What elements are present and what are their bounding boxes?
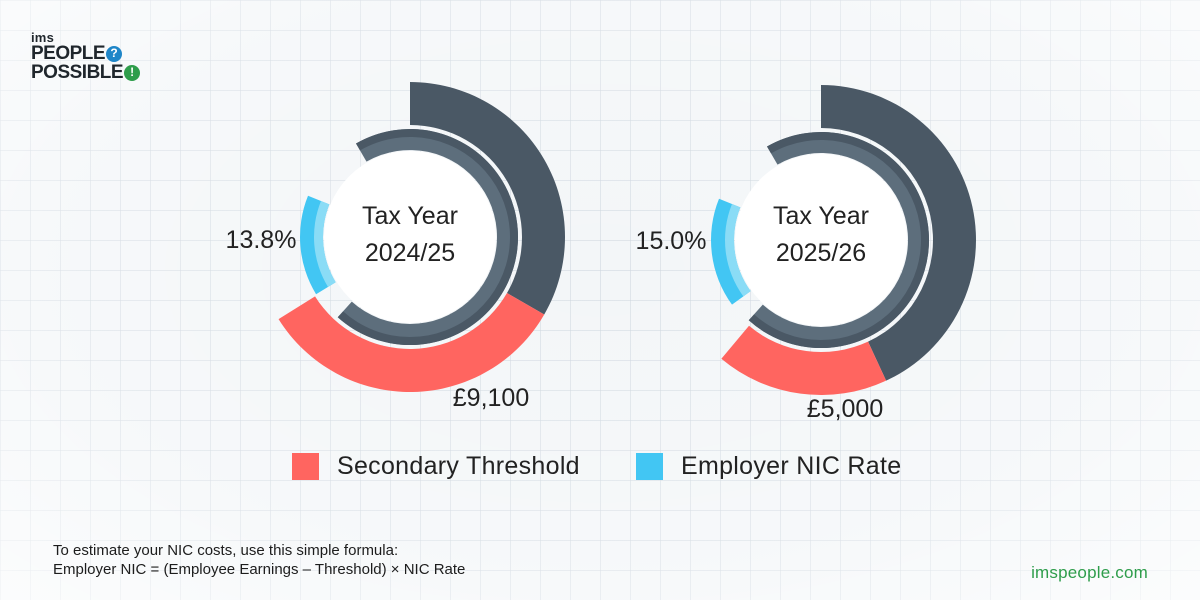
donut-center: [735, 154, 907, 326]
logo-people-text: PEOPLE: [31, 43, 106, 64]
formula-intro: To estimate your NIC costs, use this sim…: [53, 542, 399, 559]
outer-track-arc: [821, 85, 976, 381]
threshold-data-label: £5,000: [807, 395, 883, 423]
donut-title-line2: 2025/26: [776, 239, 866, 267]
outer-track-arc: [410, 82, 565, 315]
rate-arc-highlight: [725, 204, 751, 297]
legend-label-threshold: Secondary Threshold: [337, 452, 580, 480]
donut-chart-2: Tax Year 2025/26 15.0% £5,000: [636, 85, 976, 423]
legend-item-employer-nic-rate: Employer NIC Rate: [636, 452, 901, 481]
rate-arc-highlight: [314, 201, 336, 287]
logo-line-people: PEOPLE ?: [31, 44, 140, 63]
legend-swatch-rate: [636, 453, 663, 480]
donut-center: [324, 151, 496, 323]
logo-ims-text: ims: [31, 30, 55, 45]
formula-note: To estimate your NIC costs, use this sim…: [53, 541, 465, 579]
donut-chart-1: Tax Year 2024/25 13.8% £9,100: [226, 82, 565, 412]
logo-line-possible: POSSIBLE !: [31, 62, 141, 83]
legend-swatch-threshold: [292, 453, 319, 480]
formula-equation: Employer NIC = (Employee Earnings – Thre…: [53, 561, 466, 578]
donut-title-line2: 2024/25: [365, 239, 455, 267]
rate-data-label: 13.8%: [226, 226, 297, 254]
question-badge-icon: ?: [106, 45, 123, 62]
threshold-arc: [278, 293, 545, 393]
logo-possible-text: POSSIBLE: [31, 62, 124, 83]
exclamation-badge-icon: !: [124, 64, 141, 81]
donut-title-line1: Tax Year: [362, 202, 458, 230]
inner-track-edge: [748, 132, 929, 348]
rate-data-label: 15.0%: [636, 227, 707, 255]
threshold-arc: [721, 325, 887, 395]
inner-track-edge: [337, 129, 518, 346]
legend-item-secondary-threshold: Secondary Threshold: [292, 452, 580, 481]
website-link[interactable]: imspeople.com: [1031, 563, 1148, 582]
legend-label-rate: Employer NIC Rate: [681, 452, 902, 480]
company-logo: ims PEOPLE ? POSSIBLE !: [31, 30, 141, 83]
threshold-data-label: £9,100: [453, 384, 529, 412]
donut-title-line1: Tax Year: [773, 202, 869, 230]
